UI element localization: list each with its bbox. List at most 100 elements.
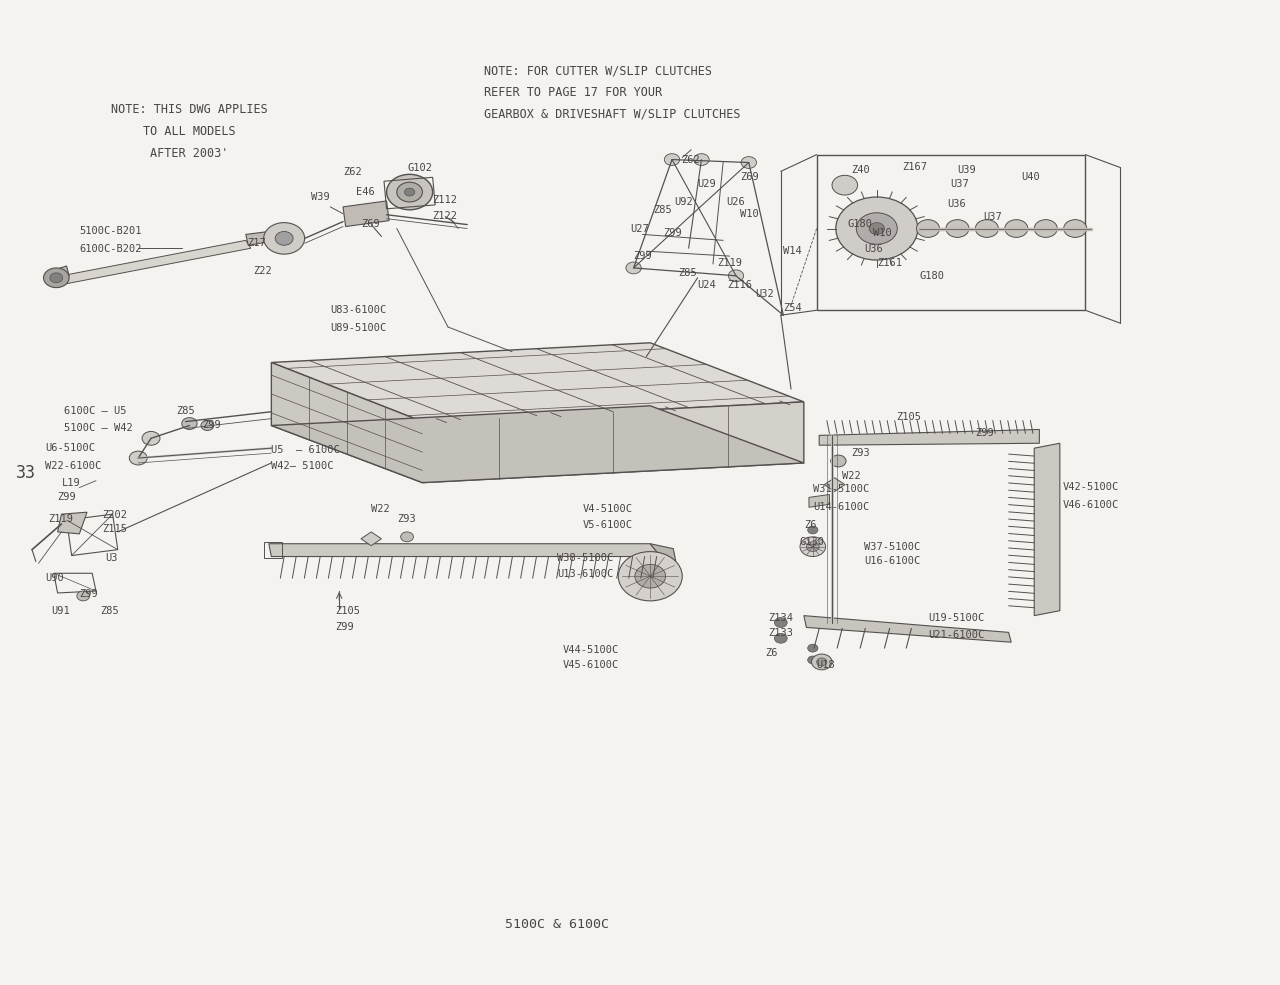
Text: U37: U37 xyxy=(950,179,969,189)
Polygon shape xyxy=(809,494,829,507)
Text: Z133: Z133 xyxy=(768,628,794,638)
Text: Z99: Z99 xyxy=(975,428,995,438)
Text: W42— 5100C: W42— 5100C xyxy=(271,461,334,471)
Circle shape xyxy=(664,154,680,165)
Text: Z112: Z112 xyxy=(433,195,458,205)
Text: V44-5100C: V44-5100C xyxy=(563,645,620,655)
Circle shape xyxy=(808,656,818,664)
Polygon shape xyxy=(824,478,845,492)
Text: Z69: Z69 xyxy=(740,172,759,182)
Text: G130: G130 xyxy=(800,537,826,547)
Text: Z99: Z99 xyxy=(79,589,99,599)
Circle shape xyxy=(44,268,69,288)
Text: W38-5100C: W38-5100C xyxy=(557,554,613,563)
Circle shape xyxy=(808,526,818,534)
Circle shape xyxy=(264,223,305,254)
Polygon shape xyxy=(271,362,422,483)
Text: Z17: Z17 xyxy=(247,238,266,248)
Circle shape xyxy=(694,154,709,165)
Text: Z93: Z93 xyxy=(397,514,416,524)
Text: W22: W22 xyxy=(371,504,390,514)
Polygon shape xyxy=(343,201,389,227)
Polygon shape xyxy=(361,532,381,546)
Circle shape xyxy=(142,431,160,445)
Text: Z69: Z69 xyxy=(361,219,380,229)
Text: E46: E46 xyxy=(356,187,375,197)
Circle shape xyxy=(856,213,897,244)
Text: W22: W22 xyxy=(842,471,861,481)
Text: Z54: Z54 xyxy=(783,303,803,313)
Circle shape xyxy=(397,182,422,202)
Text: G102: G102 xyxy=(407,164,433,173)
Circle shape xyxy=(635,564,666,588)
Text: U21-6100C: U21-6100C xyxy=(928,630,984,640)
Text: U39: U39 xyxy=(957,165,977,175)
Text: G180: G180 xyxy=(847,219,873,229)
Text: Z99: Z99 xyxy=(634,251,653,261)
Text: Z85: Z85 xyxy=(678,268,698,278)
Text: Z119: Z119 xyxy=(717,258,742,268)
Text: Z6: Z6 xyxy=(804,520,817,530)
Text: W31-5100C: W31-5100C xyxy=(813,485,869,494)
Circle shape xyxy=(618,552,682,601)
Text: NOTE: THIS DWG APPLIES: NOTE: THIS DWG APPLIES xyxy=(111,103,268,116)
Circle shape xyxy=(182,418,197,429)
Text: Z93: Z93 xyxy=(851,448,870,458)
Circle shape xyxy=(817,658,827,666)
Circle shape xyxy=(129,451,147,465)
Text: U13-6100C: U13-6100C xyxy=(557,569,613,579)
Polygon shape xyxy=(422,402,804,483)
Text: Z40: Z40 xyxy=(851,165,870,175)
Text: U3: U3 xyxy=(105,554,118,563)
Text: U29: U29 xyxy=(698,179,717,189)
Circle shape xyxy=(832,175,858,195)
Text: U26: U26 xyxy=(726,197,745,207)
Text: U24: U24 xyxy=(698,280,717,290)
Polygon shape xyxy=(804,616,1011,642)
Text: Z62: Z62 xyxy=(343,167,362,177)
Polygon shape xyxy=(46,266,69,284)
Text: V42-5100C: V42-5100C xyxy=(1062,483,1119,492)
Text: W39: W39 xyxy=(311,192,330,202)
Circle shape xyxy=(401,532,413,542)
Text: Z134: Z134 xyxy=(768,613,794,623)
Text: Z6: Z6 xyxy=(765,648,778,658)
Text: L19: L19 xyxy=(61,478,81,488)
Polygon shape xyxy=(271,343,804,422)
Text: Z85: Z85 xyxy=(177,406,196,416)
Text: U89-5100C: U89-5100C xyxy=(330,323,387,333)
Text: U40: U40 xyxy=(1021,172,1041,182)
Circle shape xyxy=(946,220,969,237)
Circle shape xyxy=(275,231,293,245)
Text: Z62: Z62 xyxy=(681,156,700,165)
Text: U36: U36 xyxy=(947,199,966,209)
Polygon shape xyxy=(271,406,804,483)
Circle shape xyxy=(916,220,940,237)
Text: U27: U27 xyxy=(630,225,649,234)
Text: 5100C-B201: 5100C-B201 xyxy=(79,227,142,236)
Text: U91: U91 xyxy=(51,606,70,616)
Text: Z99: Z99 xyxy=(335,623,355,632)
Text: GEARBOX & DRIVESHAFT W/SLIP CLUTCHES: GEARBOX & DRIVESHAFT W/SLIP CLUTCHES xyxy=(484,107,740,120)
Text: U14-6100C: U14-6100C xyxy=(813,502,869,512)
Text: Z115: Z115 xyxy=(102,524,128,534)
Polygon shape xyxy=(269,544,660,557)
Circle shape xyxy=(806,542,819,552)
Text: NOTE: FOR CUTTER W/SLIP CLUTCHES: NOTE: FOR CUTTER W/SLIP CLUTCHES xyxy=(484,64,712,77)
Circle shape xyxy=(77,591,90,601)
Circle shape xyxy=(808,644,818,652)
Polygon shape xyxy=(1034,443,1060,616)
Circle shape xyxy=(1034,220,1057,237)
Text: V4-5100C: V4-5100C xyxy=(582,504,632,514)
Text: REFER TO PAGE 17 FOR YOUR: REFER TO PAGE 17 FOR YOUR xyxy=(484,86,662,98)
Circle shape xyxy=(404,188,415,196)
Text: Z22: Z22 xyxy=(253,266,273,276)
Text: AFTER 2003': AFTER 2003' xyxy=(150,147,229,160)
Polygon shape xyxy=(650,544,676,561)
Circle shape xyxy=(50,273,63,283)
Text: Z202: Z202 xyxy=(102,510,128,520)
Text: V46-6100C: V46-6100C xyxy=(1062,500,1119,510)
Text: U92: U92 xyxy=(675,197,694,207)
Text: Z99: Z99 xyxy=(663,229,682,238)
Text: 6100C — U5: 6100C — U5 xyxy=(64,406,127,416)
